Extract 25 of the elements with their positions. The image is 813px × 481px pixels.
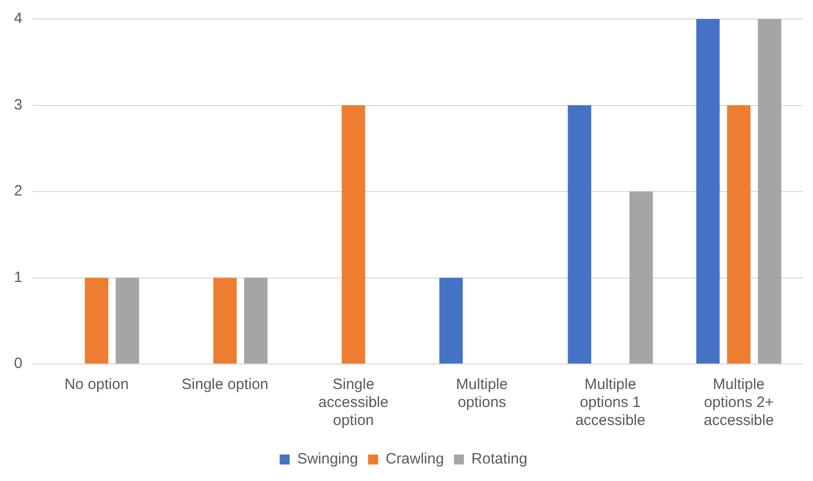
bar — [758, 19, 782, 364]
y-tick-label: 4 — [14, 10, 22, 28]
legend-label: Swinging — [297, 450, 358, 468]
y-tick-label: 2 — [14, 182, 22, 200]
x-tick-label: Multiple options 1 accessible — [575, 376, 646, 430]
bar — [116, 278, 140, 364]
x-tick-label: Single accessible option — [318, 376, 388, 430]
y-tick-label: 3 — [14, 96, 22, 114]
legend-label: Crawling — [386, 450, 444, 468]
bar — [727, 105, 750, 364]
y-tick-label: 1 — [14, 268, 22, 286]
x-tick-label: Single option — [182, 376, 268, 394]
y-tick-label: 0 — [14, 355, 22, 372]
bar — [568, 105, 592, 364]
bar — [213, 278, 237, 364]
bar — [629, 192, 653, 364]
x-tick-label: Multiple options — [456, 376, 508, 412]
bar — [84, 278, 108, 364]
bar — [439, 278, 463, 364]
x-tick-label: No option — [64, 376, 129, 394]
bar — [342, 105, 366, 364]
x-tick-label: Multiple options 2+ accessible — [704, 376, 774, 430]
legend-label: Rotating — [471, 450, 528, 468]
bar — [244, 278, 268, 364]
bar — [696, 19, 720, 364]
